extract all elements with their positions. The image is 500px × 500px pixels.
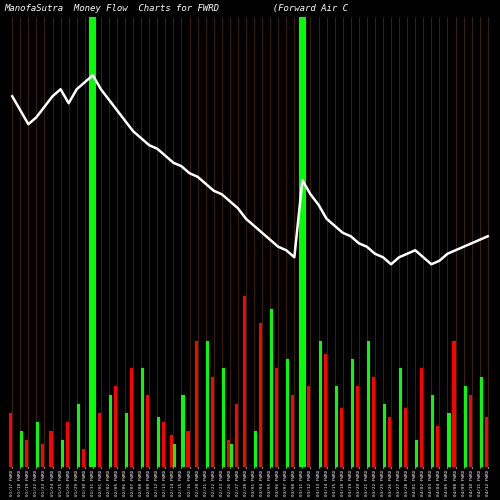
Bar xyxy=(254,431,257,467)
Bar xyxy=(420,368,424,467)
Bar xyxy=(36,422,40,467)
Bar xyxy=(20,431,24,467)
Bar xyxy=(66,422,68,467)
Bar xyxy=(318,341,322,467)
Bar xyxy=(141,368,144,467)
Bar xyxy=(452,341,456,467)
Bar xyxy=(243,296,246,467)
Bar xyxy=(340,408,342,467)
Bar xyxy=(259,323,262,467)
Bar xyxy=(50,431,52,467)
Bar xyxy=(308,386,310,467)
Bar xyxy=(90,16,96,467)
Bar xyxy=(146,395,149,467)
Bar xyxy=(464,386,466,467)
Bar xyxy=(372,377,375,467)
Bar xyxy=(299,16,306,467)
Bar xyxy=(230,444,233,467)
Bar xyxy=(334,386,338,467)
Bar xyxy=(210,377,214,467)
Bar xyxy=(186,431,190,467)
Bar xyxy=(170,436,173,467)
Bar xyxy=(82,449,85,467)
Bar xyxy=(125,413,128,467)
Bar xyxy=(174,444,176,467)
Bar xyxy=(270,310,273,467)
Bar xyxy=(324,354,326,467)
Bar xyxy=(432,395,434,467)
Bar xyxy=(367,341,370,467)
Bar xyxy=(206,341,208,467)
Bar xyxy=(194,341,198,467)
Text: ManofaSutra  Money Flow  Charts for FWRD          (Forward Air C: ManofaSutra Money Flow Charts for FWRD (… xyxy=(4,4,348,13)
Bar xyxy=(480,377,483,467)
Bar xyxy=(388,418,391,467)
Bar xyxy=(436,426,440,467)
Bar xyxy=(60,440,64,467)
Bar xyxy=(356,386,359,467)
Bar xyxy=(162,422,166,467)
Bar xyxy=(182,395,184,467)
Bar xyxy=(399,368,402,467)
Bar xyxy=(76,404,80,467)
Bar xyxy=(114,386,117,467)
Bar xyxy=(227,440,230,467)
Bar xyxy=(383,404,386,467)
Bar xyxy=(484,418,488,467)
Bar xyxy=(415,440,418,467)
Bar xyxy=(98,413,101,467)
Bar xyxy=(235,404,238,467)
Bar xyxy=(158,418,160,467)
Bar xyxy=(468,395,471,467)
Bar xyxy=(222,368,225,467)
Bar xyxy=(292,395,294,467)
Bar xyxy=(404,408,407,467)
Bar xyxy=(448,413,450,467)
Bar xyxy=(275,368,278,467)
Bar xyxy=(26,440,29,467)
Bar xyxy=(351,359,354,467)
Bar xyxy=(109,395,112,467)
Bar xyxy=(130,368,133,467)
Bar xyxy=(286,359,290,467)
Bar xyxy=(9,413,12,467)
Bar xyxy=(42,444,44,467)
